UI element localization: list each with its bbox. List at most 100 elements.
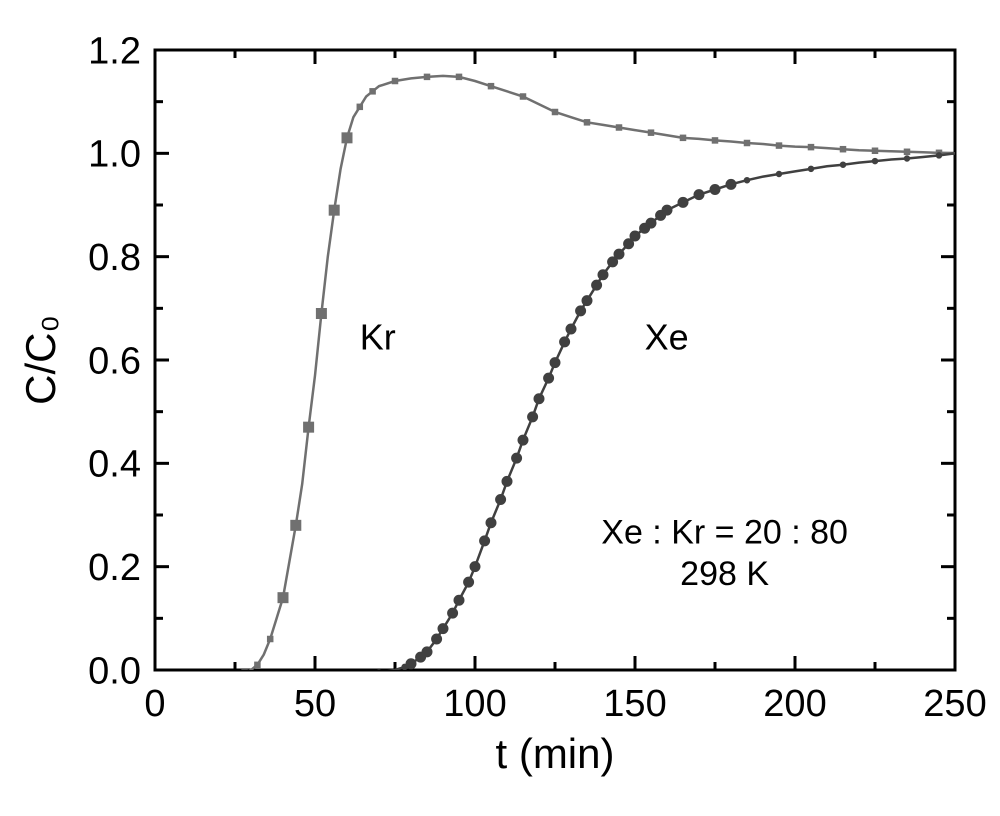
y-tick-label: 0.0 xyxy=(88,650,141,692)
marker-Xe xyxy=(216,672,222,678)
marker-Xe xyxy=(694,190,704,200)
marker-Xe xyxy=(344,672,350,678)
marker-Kr xyxy=(616,125,622,131)
marker-Xe xyxy=(630,231,640,241)
marker-Xe xyxy=(248,672,254,678)
marker-Xe xyxy=(678,197,688,207)
marker-Kr xyxy=(255,662,261,668)
marker-Kr xyxy=(712,138,718,144)
marker-Xe xyxy=(550,358,560,368)
marker-Xe xyxy=(464,577,474,587)
marker-Kr xyxy=(488,83,494,89)
marker-Kr xyxy=(191,672,197,678)
marker-Xe xyxy=(312,672,318,678)
y-tick-label: 0.8 xyxy=(88,237,141,279)
marker-Xe xyxy=(566,324,576,334)
marker-Xe xyxy=(544,373,554,383)
marker-Xe xyxy=(486,518,496,528)
marker-Kr xyxy=(520,94,526,100)
marker-Xe xyxy=(512,453,522,463)
x-tick-label: 250 xyxy=(923,683,986,725)
y-tick-label: 1.2 xyxy=(88,30,141,72)
marker-Xe xyxy=(592,280,602,290)
marker-Kr xyxy=(165,672,171,678)
marker-Kr xyxy=(392,78,398,84)
x-tick-label: 0 xyxy=(144,683,165,725)
marker-Xe xyxy=(576,306,586,316)
marker-Xe xyxy=(280,672,286,678)
series-line-Xe xyxy=(155,153,955,675)
breakthrough-chart: 0 50 100 150 200 250 t (min) 0.0 0.2 0.4 0.6 0.8 1.0… xyxy=(0,0,1000,816)
marker-Kr xyxy=(329,205,339,215)
marker-Xe xyxy=(744,177,750,183)
marker-Xe xyxy=(904,156,910,162)
marker-Kr xyxy=(424,74,430,80)
y-tick-label: 0.2 xyxy=(88,547,141,589)
annotation-text: Xe : Kr = 20 : 80 xyxy=(601,513,848,551)
marker-Xe xyxy=(662,205,672,215)
marker-Xe xyxy=(534,394,544,404)
marker-Xe xyxy=(454,595,464,605)
marker-Kr xyxy=(370,89,376,95)
marker-Xe xyxy=(646,218,656,228)
x-axis-title: t (min) xyxy=(496,730,615,777)
marker-Xe xyxy=(598,270,608,280)
marker-Xe xyxy=(936,153,942,159)
marker-Kr xyxy=(456,74,462,80)
marker-Kr xyxy=(808,144,814,150)
marker-Kr xyxy=(872,148,878,154)
marker-Kr xyxy=(342,133,352,143)
marker-Xe xyxy=(470,562,480,572)
marker-Kr xyxy=(744,140,750,146)
marker-Kr xyxy=(278,593,288,603)
marker-Kr xyxy=(904,149,910,155)
marker-Xe xyxy=(406,659,416,669)
marker-Xe xyxy=(502,476,512,486)
marker-Kr xyxy=(304,422,314,432)
marker-Xe xyxy=(560,337,570,347)
y-tick-label: 0.4 xyxy=(88,444,141,486)
marker-Xe xyxy=(438,624,448,634)
marker-Xe xyxy=(726,179,736,189)
marker-Kr xyxy=(584,120,590,126)
marker-Kr xyxy=(203,672,209,678)
x-tick-label: 200 xyxy=(763,683,826,725)
y-tick-label: 0.6 xyxy=(88,340,141,382)
marker-Kr xyxy=(776,143,782,149)
marker-Xe xyxy=(872,158,878,164)
marker-Xe xyxy=(422,647,432,657)
marker-Kr xyxy=(552,109,558,115)
marker-Kr xyxy=(316,309,326,319)
marker-Xe xyxy=(518,435,528,445)
marker-Xe xyxy=(496,495,506,505)
marker-Xe xyxy=(528,412,538,422)
series-label-Kr: Kr xyxy=(360,317,396,358)
marker-Xe xyxy=(776,171,782,177)
marker-Kr xyxy=(291,520,301,530)
x-tick-label: 150 xyxy=(603,683,666,725)
marker-Xe xyxy=(614,249,624,259)
x-tick-label: 100 xyxy=(443,683,506,725)
marker-Xe xyxy=(184,672,190,678)
marker-Kr xyxy=(680,135,686,141)
marker-Xe xyxy=(480,536,490,546)
marker-Kr xyxy=(216,672,222,678)
marker-Kr xyxy=(357,104,363,110)
marker-Xe xyxy=(840,162,846,168)
annotation-text: 298 K xyxy=(680,555,769,593)
marker-Xe xyxy=(152,672,158,678)
marker-Kr xyxy=(648,130,654,136)
marker-Kr xyxy=(840,146,846,152)
marker-Kr xyxy=(152,672,158,678)
series-label-Xe: Xe xyxy=(645,317,689,358)
marker-Xe xyxy=(582,296,592,306)
y-tick-label: 1.0 xyxy=(88,134,141,176)
marker-Kr xyxy=(229,672,235,678)
series-group xyxy=(152,74,955,678)
marker-Kr xyxy=(178,672,184,678)
marker-Xe xyxy=(710,185,720,195)
marker-Kr xyxy=(267,636,273,642)
marker-Xe xyxy=(448,608,458,618)
x-tick-label: 50 xyxy=(294,683,336,725)
marker-Xe xyxy=(432,634,442,644)
